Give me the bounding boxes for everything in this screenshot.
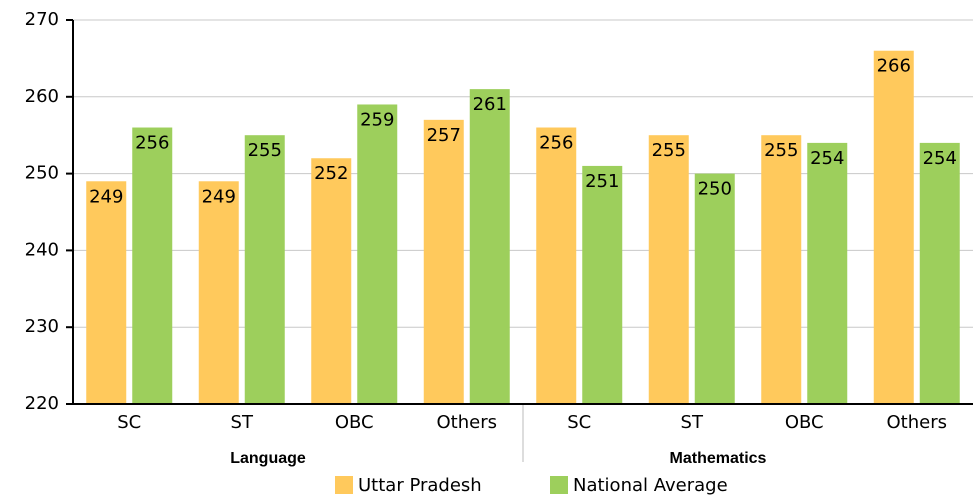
bar bbox=[761, 135, 802, 404]
y-tick-label: 220 bbox=[25, 393, 59, 414]
legend-label: National Average bbox=[573, 475, 728, 496]
bar bbox=[132, 127, 173, 405]
x-tick-label: SC bbox=[117, 412, 141, 433]
y-tick-label: 230 bbox=[25, 316, 59, 337]
x-tick-label: SC bbox=[567, 412, 591, 433]
bar bbox=[198, 181, 239, 404]
bar bbox=[357, 104, 398, 404]
data-label: 257 bbox=[427, 125, 461, 146]
x-tick-label: OBC bbox=[785, 412, 824, 433]
legend-label: Uttar Pradesh bbox=[358, 475, 482, 496]
bar bbox=[536, 127, 577, 405]
bar bbox=[582, 165, 623, 404]
bar bbox=[919, 142, 960, 404]
data-label: 249 bbox=[89, 186, 123, 207]
x-tick-label: Others bbox=[887, 412, 948, 433]
data-label: 266 bbox=[877, 56, 911, 77]
data-label: 255 bbox=[652, 140, 686, 161]
x-tick-label: OBC bbox=[335, 412, 374, 433]
x-tick-label: ST bbox=[231, 412, 254, 433]
data-label: 250 bbox=[698, 179, 732, 200]
y-tick-label: 260 bbox=[25, 86, 59, 107]
bar bbox=[694, 173, 735, 404]
bar bbox=[311, 158, 352, 404]
bar bbox=[244, 135, 285, 404]
x-tick-label: Others bbox=[437, 412, 498, 433]
legend-swatch bbox=[335, 476, 353, 494]
data-label: 254 bbox=[923, 148, 957, 169]
bar bbox=[648, 135, 689, 404]
data-label: 259 bbox=[360, 109, 394, 130]
data-label: 261 bbox=[473, 94, 507, 115]
y-tick-label: 240 bbox=[25, 239, 59, 260]
data-label: 255 bbox=[248, 140, 282, 161]
data-label: 256 bbox=[135, 133, 169, 154]
legend-swatch bbox=[550, 476, 568, 494]
data-label: 251 bbox=[585, 171, 619, 192]
data-label: 255 bbox=[764, 140, 798, 161]
data-label: 256 bbox=[539, 133, 573, 154]
bar bbox=[873, 50, 914, 404]
data-label: 254 bbox=[810, 148, 844, 169]
bar bbox=[423, 119, 464, 404]
bar bbox=[86, 181, 127, 404]
y-tick-label: 270 bbox=[25, 9, 59, 30]
bar bbox=[469, 89, 510, 405]
x-tick-label: ST bbox=[681, 412, 704, 433]
data-label: 252 bbox=[314, 163, 348, 184]
bar bbox=[807, 142, 848, 404]
data-label: 249 bbox=[202, 186, 236, 207]
y-tick-label: 250 bbox=[25, 163, 59, 184]
group-label: Mathematics bbox=[670, 450, 767, 467]
group-label: Language bbox=[230, 450, 306, 467]
